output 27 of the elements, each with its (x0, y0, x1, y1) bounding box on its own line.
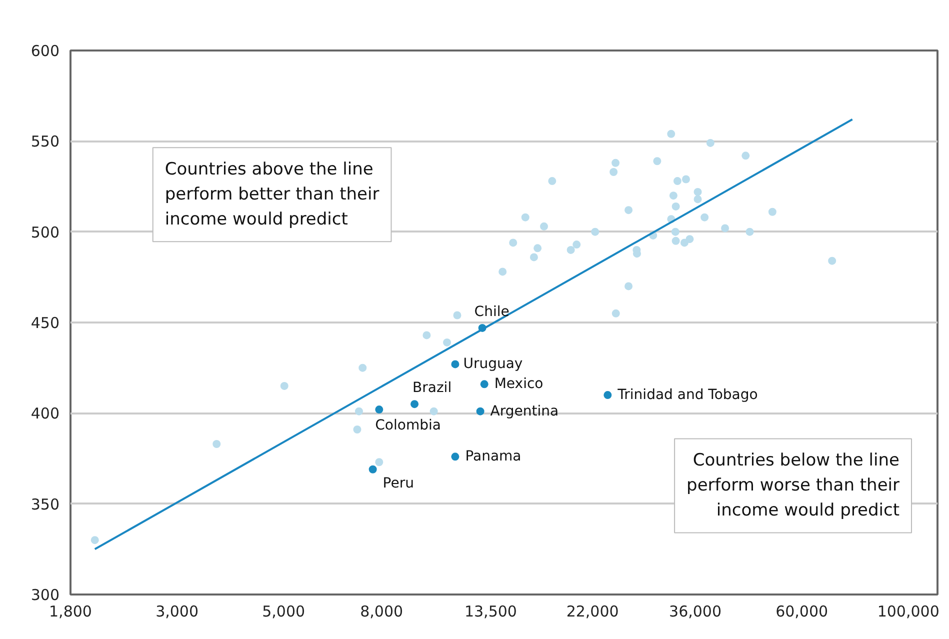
annotation: Trinidad and Tobago (616, 387, 758, 404)
annotation: Mexico (494, 376, 544, 392)
annotation: Colombia (375, 418, 441, 434)
annotation: Panama (465, 448, 522, 465)
annotation: Chile (474, 304, 510, 320)
y-tick-label: 450 (30, 314, 60, 332)
x-tick-label: 5,000 (262, 602, 306, 620)
x-tick-label: 3,000 (156, 602, 199, 620)
annotation: Peru (382, 475, 414, 492)
x-tick-label: 100,000 (877, 602, 940, 620)
annotation: Argentina (490, 403, 559, 420)
x-tick-label: 1,800 (49, 602, 92, 620)
x-tick-label: 13,500 (464, 602, 517, 620)
x-tick-label: 60,000 (776, 602, 828, 620)
annotation: Countries below the line perform worse than their income would predict (686, 450, 900, 521)
y-tick-label: 300 (30, 586, 60, 604)
y-tick-label: 350 (30, 495, 60, 514)
x-tick-label: 36,000 (669, 602, 722, 620)
y-tick-label: 550 (30, 132, 60, 151)
annotation: Brazil (412, 380, 452, 396)
annotation: Countries above the line perform better than their income would predict (164, 160, 380, 230)
y-tick-label: 400 (30, 404, 60, 423)
y-tick-label: 600 (30, 42, 60, 60)
x-tick-label: 22,000 (566, 602, 619, 620)
annotation: Uruguay (463, 356, 523, 372)
x-tick-label: 8,000 (360, 602, 404, 620)
y-tick-label: 500 (30, 223, 60, 242)
